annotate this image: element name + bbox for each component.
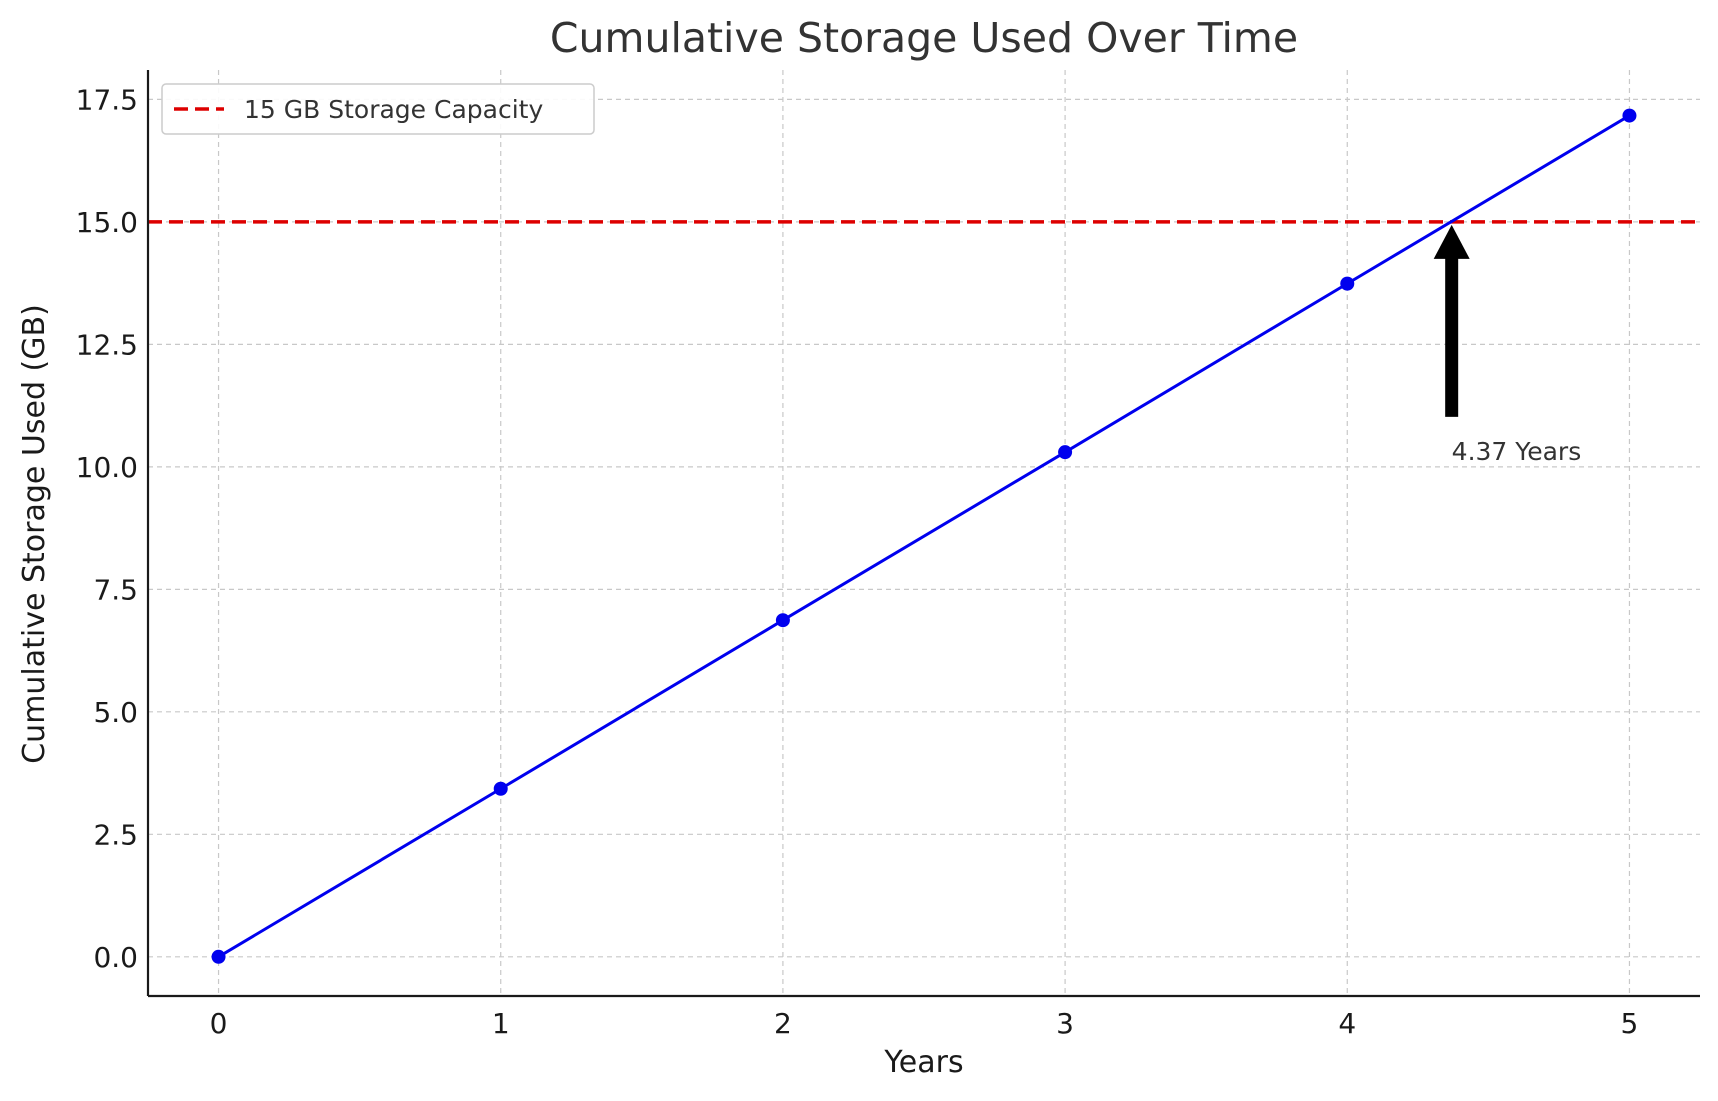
x-tick-label-1: 1 — [492, 1007, 510, 1040]
x-tick-label-4: 4 — [1338, 1007, 1356, 1040]
series-layer — [211, 108, 1637, 964]
annotation-arrow-shaft — [1445, 256, 1459, 417]
data-point-3 — [1058, 445, 1073, 460]
data-point-2 — [775, 613, 790, 628]
data-point-5 — [1622, 108, 1637, 123]
data-point-4 — [1340, 276, 1355, 291]
axes — [146, 70, 1700, 998]
x-axis-label: Years — [883, 1045, 963, 1080]
grid-lines — [148, 70, 1700, 996]
y-tick-label-1: 2.5 — [93, 818, 138, 851]
x-tick-label-0: 0 — [210, 1007, 228, 1040]
data-point-0 — [211, 949, 226, 964]
legend-label-0: 15 GB Storage Capacity — [244, 95, 543, 124]
x-tick-label-2: 2 — [774, 1007, 792, 1040]
y-tick-label-4: 10.0 — [76, 451, 138, 484]
y-axis-label: Cumulative Storage Used (GB) — [17, 304, 52, 764]
y-tick-label-0: 0.0 — [93, 941, 138, 974]
legend-frame — [161, 83, 595, 135]
x-tick-label-5: 5 — [1621, 1007, 1639, 1040]
tick-labels: 0 1 2 3 4 5 0.0 2.5 5.0 7.5 10.0 12.5 15.0 17.5 — [76, 83, 1639, 1040]
y-tick-label-5: 12.5 — [76, 328, 138, 361]
y-tick-label-2: 5.0 — [93, 696, 138, 729]
annotation-arrow-head — [1433, 224, 1470, 259]
annotations: 4.37 Years — [1433, 224, 1582, 466]
chart-title: Cumulative Storage Used Over Time — [550, 14, 1298, 62]
y-tick-label-6: 15.0 — [76, 206, 138, 239]
series-line-0 — [217, 114, 1631, 959]
x-tick-label-3: 3 — [1056, 1007, 1074, 1040]
legend-box: 15 GB Storage Capacity — [161, 83, 595, 135]
legend: 15 GB Storage Capacity — [161, 83, 595, 135]
annotation-label-0: 4.37 Years — [1452, 437, 1582, 466]
data-point-1 — [493, 781, 508, 796]
y-tick-label-7: 17.5 — [76, 83, 138, 116]
annotation-arrow-0 — [1433, 224, 1470, 417]
y-tick-label-3: 7.5 — [93, 573, 138, 606]
